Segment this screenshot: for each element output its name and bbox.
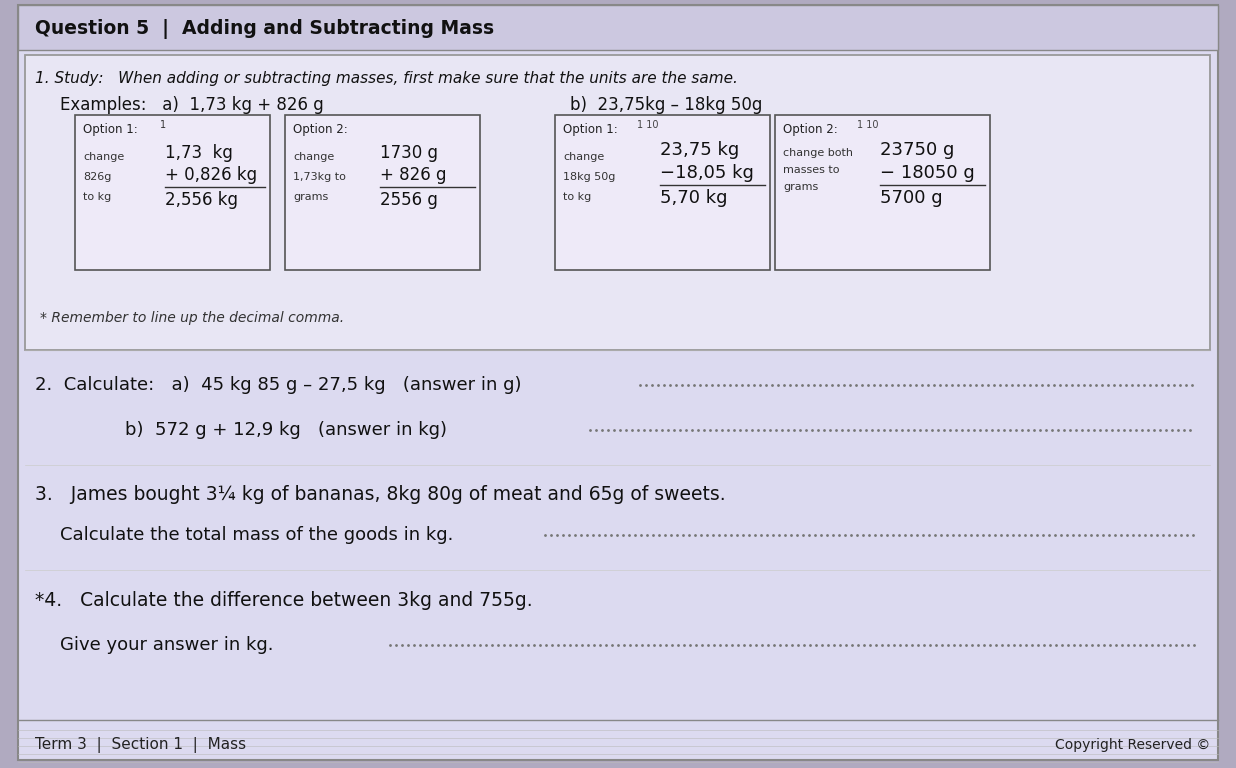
Text: grams: grams [293,192,329,202]
Text: 2.  Calculate:   a)  45 kg 85 g – 27,5 kg   (answer in g): 2. Calculate: a) 45 kg 85 g – 27,5 kg (a… [35,376,522,394]
Text: to kg: to kg [83,192,111,202]
Text: Copyright Reserved ©: Copyright Reserved © [1054,738,1210,752]
Text: 5,70 kg: 5,70 kg [660,189,728,207]
Text: Option 2:: Option 2: [782,123,838,135]
Text: grams: grams [782,182,818,192]
Bar [25,55,1210,350]
Text: to kg: to kg [564,192,591,202]
Text: − 18050 g: − 18050 g [880,164,975,182]
Text: 3.   James bought 3¼ kg of bananas, 8kg 80g of meat and 65g of sweets.: 3. James bought 3¼ kg of bananas, 8kg 80… [35,485,726,505]
Text: 5700 g: 5700 g [880,189,943,207]
Text: Examples:   a)  1,73 kg + 826 g: Examples: a) 1,73 kg + 826 g [61,96,324,114]
Text: + 0,826 kg: + 0,826 kg [164,166,257,184]
Bar [75,115,269,270]
Text: 23750 g: 23750 g [880,141,954,159]
Text: Option 1:: Option 1: [83,123,137,135]
Text: change: change [83,152,125,162]
Text: Calculate the total mass of the goods in kg.: Calculate the total mass of the goods in… [61,526,454,544]
Text: Option 1:: Option 1: [564,123,618,135]
Text: 1,73  kg: 1,73 kg [164,144,232,162]
Text: *4.   Calculate the difference between 3kg and 755g.: *4. Calculate the difference between 3kg… [35,591,533,610]
Text: * Remember to line up the decimal comma.: * Remember to line up the decimal comma. [40,311,344,325]
Text: 1: 1 [159,120,166,130]
Bar [19,5,1217,50]
Text: Give your answer in kg.: Give your answer in kg. [61,636,273,654]
Text: Option 2:: Option 2: [293,123,347,135]
Text: 826g: 826g [83,172,111,182]
Text: b)  23,75kg – 18kg 50g: b) 23,75kg – 18kg 50g [570,96,763,114]
Text: Term 3  |  Section 1  |  Mass: Term 3 | Section 1 | Mass [35,737,246,753]
Text: 1. Study:   When adding or subtracting masses, first make sure that the units ar: 1. Study: When adding or subtracting mas… [35,71,738,85]
Text: masses to: masses to [782,165,839,175]
Text: 18kg 50g: 18kg 50g [564,172,616,182]
Bar [286,115,480,270]
Bar [555,115,770,270]
Text: Question 5  |  Adding and Subtracting Mass: Question 5 | Adding and Subtracting Mass [35,19,494,39]
Text: −18,05 kg: −18,05 kg [660,164,754,182]
Text: 2556 g: 2556 g [379,191,438,209]
Text: 1730 g: 1730 g [379,144,438,162]
Text: 2,556 kg: 2,556 kg [164,191,239,209]
Text: 1 10: 1 10 [857,120,879,130]
Text: 1 10: 1 10 [637,120,659,130]
Text: 23,75 kg: 23,75 kg [660,141,739,159]
Bar [775,115,990,270]
Text: change: change [564,152,604,162]
Text: b)  572 g + 12,9 kg   (answer in kg): b) 572 g + 12,9 kg (answer in kg) [125,421,447,439]
Text: change: change [293,152,334,162]
Text: + 826 g: + 826 g [379,166,446,184]
Text: 1,73kg to: 1,73kg to [293,172,346,182]
Text: change both: change both [782,148,853,158]
